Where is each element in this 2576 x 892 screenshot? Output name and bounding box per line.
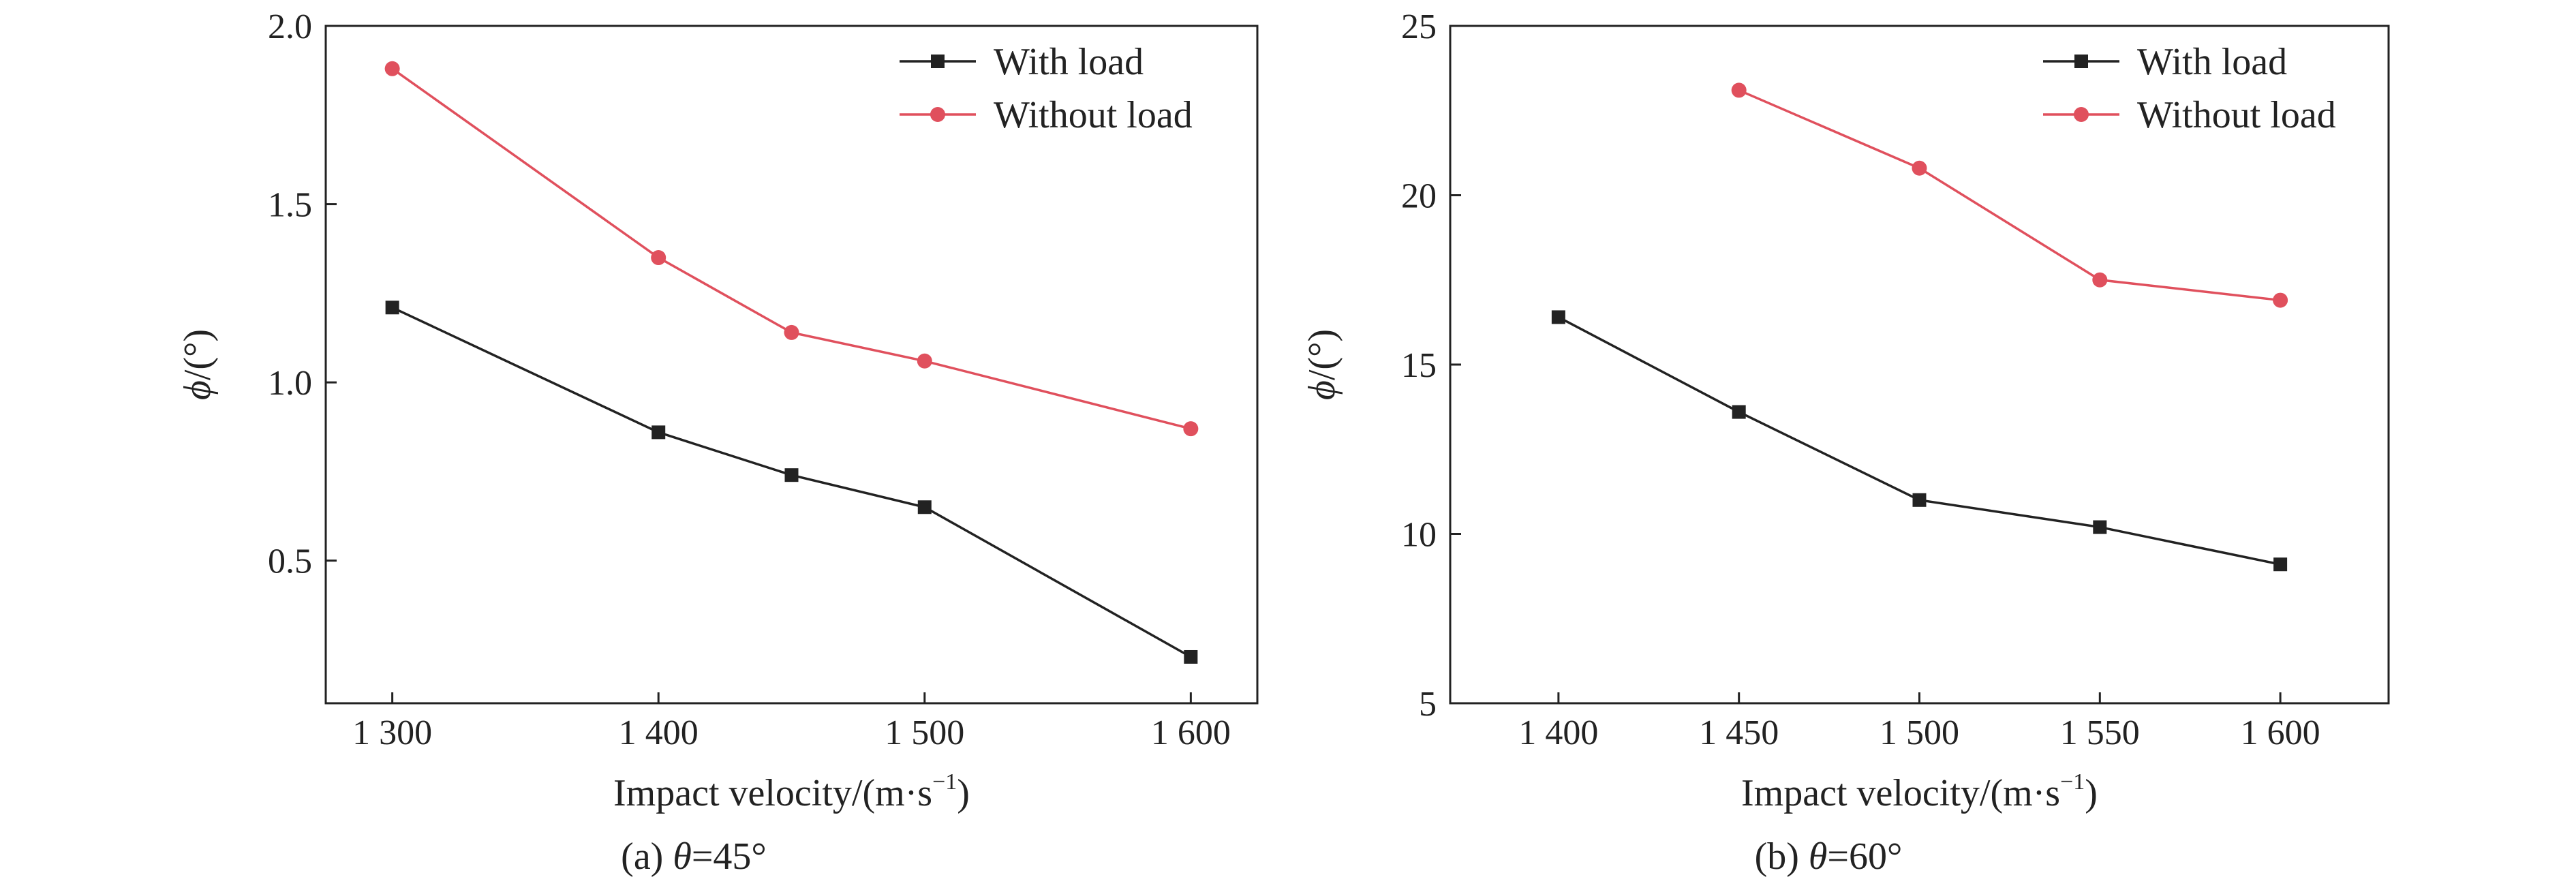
x-axis-title-superscript: −1 (2060, 769, 2085, 795)
data-point-square (1912, 493, 1927, 507)
legend-label: With load (2137, 41, 2287, 83)
y-tick-label: 5 (1419, 685, 1437, 724)
y-axis-title: ϕ/(°) (1301, 329, 1343, 400)
legend-entry-without-load: Without load (2043, 94, 2336, 136)
x-tick-label: 1 400 (1518, 713, 1598, 752)
x-tick-label: 1 500 (1880, 713, 1959, 752)
data-point-square (1184, 649, 1198, 664)
caption-suffix: =45° (692, 835, 767, 878)
series-line (1738, 89, 2281, 302)
y-axis-title-symbol: ϕ (1301, 380, 1343, 400)
x-tick-label: 1 550 (2060, 713, 2140, 752)
caption-symbol: θ (1809, 835, 1828, 878)
x-tick-label: 1 300 (352, 713, 432, 752)
x-axis-title: Impact velocity/(m·s−1) (613, 769, 970, 814)
x-tick-label: 1 600 (2241, 713, 2320, 752)
legend-marker-square (2074, 55, 2088, 68)
y-axis-title-unit: /(°) (1301, 329, 1343, 380)
legend-marker-circle (930, 107, 945, 122)
panel-caption: (b) θ=60° (1755, 835, 1903, 878)
series-with-load (1551, 310, 2288, 572)
data-point-circle (917, 353, 932, 369)
x-axis-title-close: ) (957, 772, 970, 814)
y-tick-label: 0.5 (268, 542, 312, 581)
y-tick-label: 1.0 (268, 364, 312, 403)
y-axis-title: ϕ/(°) (177, 329, 219, 400)
legend-label: With load (994, 41, 1144, 83)
data-point-square (2093, 520, 2107, 534)
chart-panel-b: 1 400 1 450 1 500 1 550 1 600 5 10 15 20 25 Impact… (1301, 7, 2390, 878)
chart-panel-a: 1 300 1 400 1 500 1 600 0.5 1.0 1.5 2.0 Impact v… (177, 7, 1259, 878)
data-point-square (651, 425, 666, 440)
x-tick-label: 1 400 (619, 713, 699, 752)
caption-suffix: =60° (1827, 835, 1902, 878)
series-without-load (1731, 82, 2288, 308)
x-tick-label: 1 450 (1699, 713, 1779, 752)
data-point-square (1732, 405, 1746, 419)
caption-symbol: θ (673, 835, 692, 878)
series-without-load (384, 61, 1199, 437)
legend-marker-circle (2074, 107, 2089, 122)
data-point-square (2273, 557, 2288, 572)
y-axis-title-symbol: ϕ (177, 380, 219, 400)
x-tick-label: 1 600 (1151, 713, 1231, 752)
x-axis-title-text: Impact velocity/(m·s (613, 772, 932, 814)
data-point-circle (1912, 160, 1927, 176)
legend-label: Without load (2137, 94, 2336, 136)
data-point-circle (1731, 82, 1747, 98)
x-tick-label: 1 500 (885, 713, 964, 752)
legend-marker-square (931, 55, 945, 68)
y-tick-label: 25 (1401, 7, 1437, 46)
series-with-load (385, 301, 1198, 664)
legend-entry-with-load: With load (900, 41, 1144, 83)
y-axis-title-unit: /(°) (177, 329, 219, 380)
data-point-circle (2273, 292, 2288, 308)
legend-label: Without load (994, 94, 1193, 136)
data-point-circle (2092, 272, 2108, 288)
legend-entry-with-load: With load (2043, 41, 2287, 83)
x-axis-title-superscript: −1 (932, 769, 957, 795)
data-point-circle (384, 61, 400, 76)
y-tick-label: 1.5 (268, 186, 312, 225)
data-point-circle (651, 250, 666, 266)
series-line (391, 306, 1192, 658)
x-axis-title: Impact velocity/(m·s−1) (1741, 769, 2098, 814)
x-axis-title-close: ) (2085, 772, 2098, 814)
series-line (1558, 316, 2281, 566)
panel-caption: (a) θ=45° (621, 835, 767, 878)
plot-frame (324, 25, 1259, 705)
data-point-circle (1183, 421, 1199, 437)
y-tick-label: 15 (1401, 346, 1437, 385)
caption-prefix: (b) (1755, 835, 1809, 878)
y-tick-label: 20 (1401, 177, 1437, 216)
y-tick-label: 2.0 (268, 7, 312, 46)
legend-entry-without-load: Without load (900, 94, 1193, 136)
data-point-square (917, 500, 932, 514)
data-point-circle (784, 324, 799, 340)
caption-prefix: (a) (621, 835, 673, 878)
data-point-square (385, 301, 399, 315)
data-point-square (784, 468, 799, 482)
y-tick-label: 10 (1401, 516, 1437, 555)
data-point-square (1551, 310, 1565, 324)
x-axis-title-text: Impact velocity/(m·s (1741, 772, 2060, 814)
